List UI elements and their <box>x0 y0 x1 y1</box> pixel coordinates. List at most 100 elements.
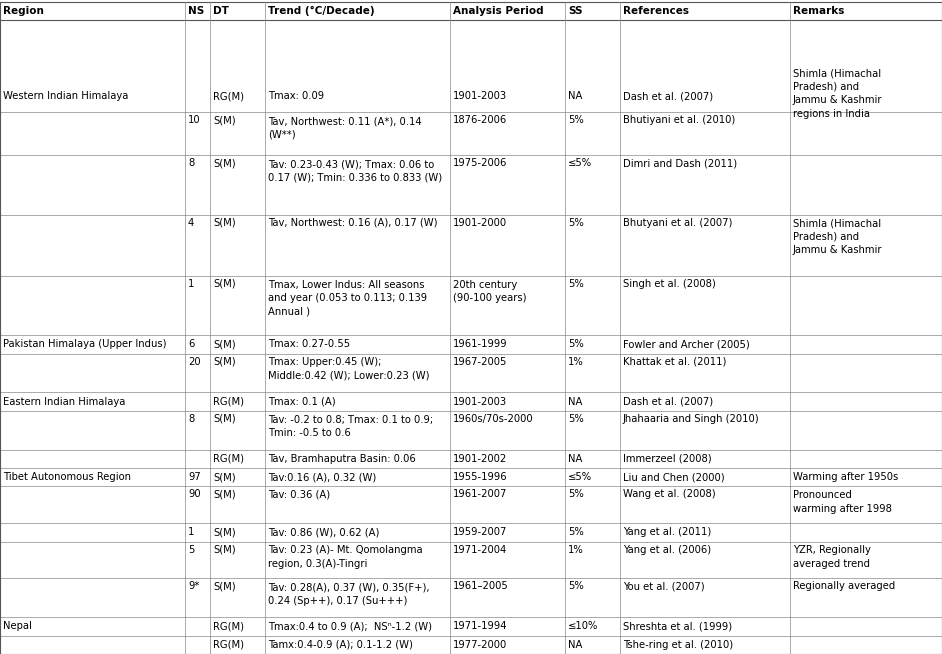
Text: RG(M): RG(M) <box>213 621 244 631</box>
Text: Tav: -0.2 to 0.8; Tmax: 0.1 to 0.9;: Tav: -0.2 to 0.8; Tmax: 0.1 to 0.9; <box>268 415 433 424</box>
Text: S(M): S(M) <box>213 414 236 424</box>
Text: Liu and Chen (2000): Liu and Chen (2000) <box>623 472 724 482</box>
Text: NA: NA <box>568 640 582 650</box>
Text: Tav, Northwest: 0.11 (A*), 0.14: Tav, Northwest: 0.11 (A*), 0.14 <box>268 116 422 126</box>
Text: 1967-2005: 1967-2005 <box>453 356 508 367</box>
Text: 5%: 5% <box>568 116 584 126</box>
Text: References: References <box>623 6 689 16</box>
Text: Pradesh) and: Pradesh) and <box>793 232 859 242</box>
Text: S(M): S(M) <box>213 218 236 228</box>
Text: Pronounced: Pronounced <box>793 490 852 500</box>
Text: RG(M): RG(M) <box>213 454 244 464</box>
Text: S(M): S(M) <box>213 545 236 555</box>
Text: 1955-1996: 1955-1996 <box>453 472 508 482</box>
Text: Dimri and Dash (2011): Dimri and Dash (2011) <box>623 158 738 168</box>
Text: 20: 20 <box>188 356 201 367</box>
Text: 90: 90 <box>188 489 201 500</box>
Text: S(M): S(M) <box>213 356 236 367</box>
Text: Tmax: 0.27-0.55: Tmax: 0.27-0.55 <box>268 339 350 349</box>
Text: Tshe-ring et al. (2010): Tshe-ring et al. (2010) <box>623 640 733 650</box>
Text: 1%: 1% <box>568 356 584 367</box>
Text: Jhahaaria and Singh (2010): Jhahaaria and Singh (2010) <box>623 414 759 424</box>
Text: 1901-2003: 1901-2003 <box>453 396 507 407</box>
Text: Tav: 0.28(A), 0.37 (W), 0.35(F+),: Tav: 0.28(A), 0.37 (W), 0.35(F+), <box>268 582 430 592</box>
Text: Tav, Bramhaputra Basin: 0.06: Tav, Bramhaputra Basin: 0.06 <box>268 454 415 464</box>
Text: 1960s/70s-2000: 1960s/70s-2000 <box>453 414 533 424</box>
Text: 1961-1999: 1961-1999 <box>453 339 508 349</box>
Text: Tav: 0.23 (A)- Mt. Qomolangma: Tav: 0.23 (A)- Mt. Qomolangma <box>268 545 423 555</box>
Text: 0.24 (Sp++), 0.17 (Su+++): 0.24 (Sp++), 0.17 (Su+++) <box>268 596 407 606</box>
Text: Yang et al. (2006): Yang et al. (2006) <box>623 545 711 555</box>
Text: Yang et al. (2011): Yang et al. (2011) <box>623 527 711 538</box>
Text: NA: NA <box>568 396 582 407</box>
Text: (90-100 years): (90-100 years) <box>453 293 527 303</box>
Text: 10: 10 <box>188 116 201 126</box>
Text: 5%: 5% <box>568 527 584 538</box>
Text: Warming after 1950s: Warming after 1950s <box>793 472 899 482</box>
Text: Pakistan Himalaya (Upper Indus): Pakistan Himalaya (Upper Indus) <box>3 339 167 349</box>
Text: S(M): S(M) <box>213 527 236 538</box>
Text: Tav: 0.23-0.43 (W); Tmax: 0.06 to: Tav: 0.23-0.43 (W); Tmax: 0.06 to <box>268 159 434 169</box>
Text: Khattak et al. (2011): Khattak et al. (2011) <box>623 356 726 367</box>
Text: Region: Region <box>3 6 44 16</box>
Text: Shreshta et al. (1999): Shreshta et al. (1999) <box>623 621 732 631</box>
Text: 1975-2006: 1975-2006 <box>453 158 508 168</box>
Text: ≤5%: ≤5% <box>568 158 593 168</box>
Text: 5%: 5% <box>568 339 584 349</box>
Text: 5%: 5% <box>568 581 584 591</box>
Text: 5%: 5% <box>568 218 584 228</box>
Text: Remarks: Remarks <box>793 6 844 16</box>
Text: 1971-1994: 1971-1994 <box>453 621 508 631</box>
Text: RG(M): RG(M) <box>213 92 244 101</box>
Text: Tav, Northwest: 0.16 (A), 0.17 (W): Tav, Northwest: 0.16 (A), 0.17 (W) <box>268 218 437 228</box>
Text: 4: 4 <box>188 218 194 228</box>
Text: Tamx:0.4-0.9 (A); 0.1-1.2 (W): Tamx:0.4-0.9 (A); 0.1-1.2 (W) <box>268 640 413 650</box>
Text: Bhutyani et al. (2007): Bhutyani et al. (2007) <box>623 218 732 228</box>
Text: ≤10%: ≤10% <box>568 621 598 631</box>
Text: Tmax: Upper:0.45 (W);: Tmax: Upper:0.45 (W); <box>268 357 382 368</box>
Text: 97: 97 <box>188 472 201 482</box>
Text: RG(M): RG(M) <box>213 396 244 407</box>
Text: 0.17 (W); Tmin: 0.336 to 0.833 (W): 0.17 (W); Tmin: 0.336 to 0.833 (W) <box>268 173 442 182</box>
Text: 1971-2004: 1971-2004 <box>453 545 507 555</box>
Text: ≤5%: ≤5% <box>568 472 593 482</box>
Text: 6: 6 <box>188 339 194 349</box>
Text: SS: SS <box>568 6 582 16</box>
Text: Regionally averaged: Regionally averaged <box>793 581 895 591</box>
Text: Tav:0.16 (A), 0.32 (W): Tav:0.16 (A), 0.32 (W) <box>268 472 376 482</box>
Text: 5: 5 <box>188 545 194 555</box>
Text: NA: NA <box>568 454 582 464</box>
Text: 8: 8 <box>188 414 194 424</box>
Text: Shimla (Himachal: Shimla (Himachal <box>793 218 881 228</box>
Text: S(M): S(M) <box>213 489 236 500</box>
Text: 1901-2003: 1901-2003 <box>453 92 507 101</box>
Text: 1901-2002: 1901-2002 <box>453 454 507 464</box>
Text: DT: DT <box>213 6 229 16</box>
Text: Tmax, Lower Indus: All seasons: Tmax, Lower Indus: All seasons <box>268 280 425 290</box>
Text: Tmin: -0.5 to 0.6: Tmin: -0.5 to 0.6 <box>268 428 350 438</box>
Text: 5%: 5% <box>568 279 584 289</box>
Text: Bhutiyani et al. (2010): Bhutiyani et al. (2010) <box>623 116 736 126</box>
Text: Pradesh) and: Pradesh) and <box>793 82 859 92</box>
Text: Singh et al. (2008): Singh et al. (2008) <box>623 279 716 289</box>
Text: Fowler and Archer (2005): Fowler and Archer (2005) <box>623 339 750 349</box>
Text: S(M): S(M) <box>213 472 236 482</box>
Text: YZR, Regionally: YZR, Regionally <box>793 545 870 555</box>
Text: 9*: 9* <box>188 581 200 591</box>
Text: Jammu & Kashmir: Jammu & Kashmir <box>793 95 883 105</box>
Text: Jammu & Kashmir: Jammu & Kashmir <box>793 245 883 255</box>
Text: regions in India: regions in India <box>793 109 870 119</box>
Text: 1977-2000: 1977-2000 <box>453 640 507 650</box>
Text: Middle:0.42 (W); Lower:0.23 (W): Middle:0.42 (W); Lower:0.23 (W) <box>268 371 430 381</box>
Text: Dash et al. (2007): Dash et al. (2007) <box>623 92 713 101</box>
Text: S(M): S(M) <box>213 339 236 349</box>
Text: 8: 8 <box>188 158 194 168</box>
Text: Trend (°C/Decade): Trend (°C/Decade) <box>268 6 375 16</box>
Text: 1961-2007: 1961-2007 <box>453 489 508 500</box>
Text: You et al. (2007): You et al. (2007) <box>623 581 705 591</box>
Text: 1876-2006: 1876-2006 <box>453 116 507 126</box>
Text: and year (0.053 to 0.113; 0.139: and year (0.053 to 0.113; 0.139 <box>268 293 427 303</box>
Text: NA: NA <box>568 92 582 101</box>
Text: S(M): S(M) <box>213 116 236 126</box>
Text: 1901-2000: 1901-2000 <box>453 218 507 228</box>
